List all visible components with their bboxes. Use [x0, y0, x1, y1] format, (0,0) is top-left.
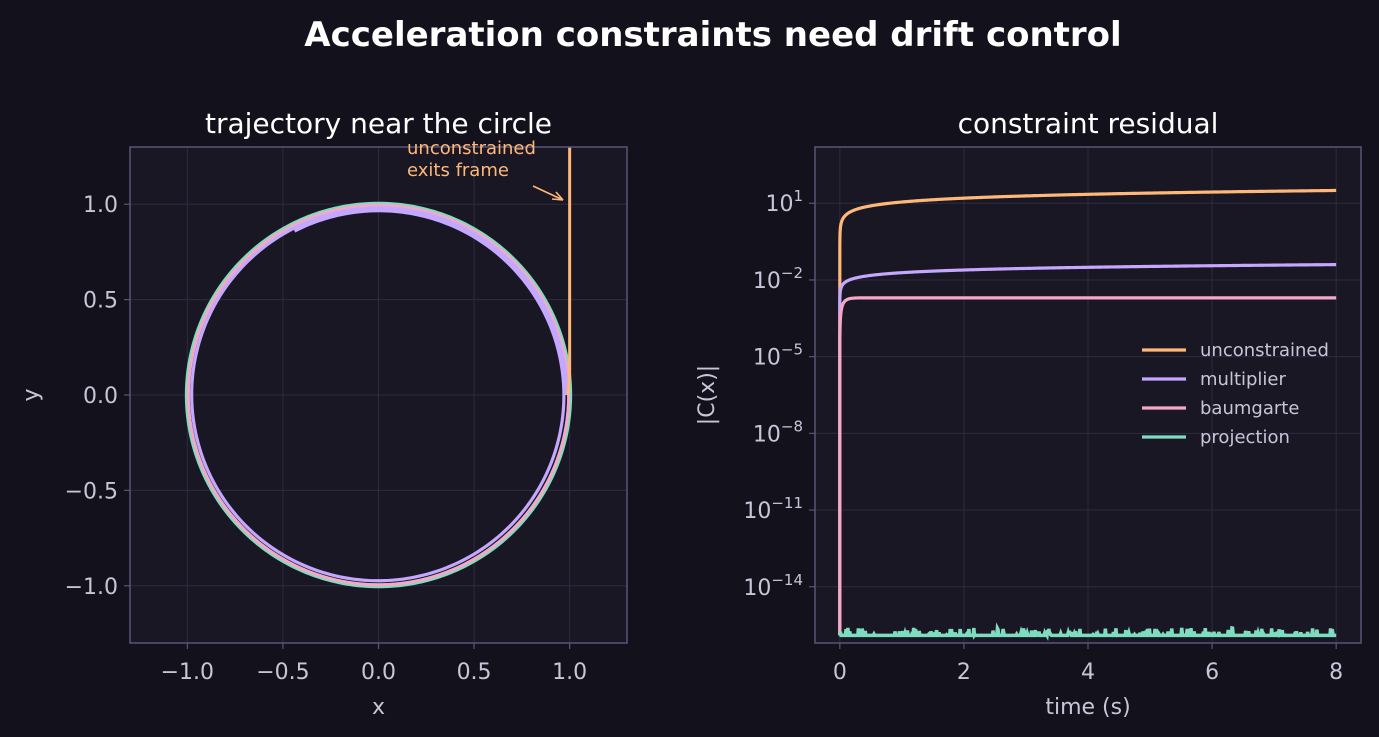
exit-annotation: unconstrained exits frame — [407, 138, 564, 201]
x-tick-label: 4 — [1081, 660, 1095, 685]
trajectory-series — [184, 147, 573, 589]
residual-title: constraint residual — [958, 107, 1219, 140]
trajectory-chart: −1.0 −0.5 0.0 0.5 1.0 −1.0 −0.5 0.0 0.5 1.0 traje… — [19, 107, 628, 720]
y-tick-label: 0.5 — [83, 289, 118, 314]
figure-title: Acceleration constraints need drift cont… — [304, 15, 1121, 55]
y-tick-label: −1.0 — [65, 575, 118, 600]
x-tick-label: 0.5 — [457, 660, 492, 685]
annotation-line-2: exits frame — [407, 160, 509, 181]
annotation-arrow-shaft — [532, 185, 564, 201]
annotation-arrowhead — [551, 191, 564, 201]
y-tick-label: 10−14 — [743, 571, 803, 601]
y-tick-label: 101 — [765, 187, 803, 217]
x-tick-label: 0 — [833, 660, 847, 685]
baumgarte-residual-line — [838, 296, 1337, 636]
residual-chart: 0 2 4 6 8 101 10−2 10−5 10−8 10−11 10−14 constrain… — [695, 107, 1362, 720]
trajectory-ticks: −1.0 −0.5 0.0 0.5 1.0 −1.0 −0.5 0.0 0.5 1.0 — [65, 193, 588, 685]
multiplier-trajectory — [190, 206, 569, 583]
y-tick-label: 1.0 — [83, 193, 118, 218]
residual-legend: unconstrained multiplier baumgarte projecti… — [1142, 340, 1329, 448]
y-tick-label: 10−5 — [753, 341, 803, 371]
residual-y-label: |C(x)| — [695, 365, 720, 425]
y-tick-label: 0.0 — [83, 384, 118, 409]
y-tick-label: 10−8 — [753, 417, 803, 447]
multiplier-residual-line — [838, 263, 1337, 636]
unconstrained-trajectory — [566, 147, 572, 396]
legend-label-multiplier: multiplier — [1200, 369, 1287, 390]
unconstrained-residual-line — [838, 188, 1337, 636]
legend-label-baumgarte: baumgarte — [1200, 398, 1299, 419]
x-tick-label: 6 — [1205, 660, 1219, 685]
residual-ticks: 0 2 4 6 8 101 10−2 10−5 10−8 10−11 10−14 — [743, 187, 1343, 685]
x-tick-label: 2 — [957, 660, 971, 685]
x-tick-label: −0.5 — [256, 660, 309, 685]
legend-label-projection: projection — [1200, 427, 1290, 448]
y-tick-label: 10−11 — [743, 494, 803, 524]
annotation-line-1: unconstrained — [407, 138, 536, 159]
residual-series — [838, 188, 1337, 642]
x-tick-label: 0.0 — [361, 660, 396, 685]
baumgarte-trajectory — [186, 203, 571, 587]
legend-label-unconstrained: unconstrained — [1200, 340, 1329, 361]
x-tick-label: −1.0 — [161, 660, 214, 685]
x-tick-label: 8 — [1329, 660, 1343, 685]
trajectory-title: trajectory near the circle — [205, 107, 552, 140]
trajectory-y-label: y — [19, 388, 44, 401]
y-tick-label: 10−2 — [753, 264, 803, 294]
y-tick-label: −0.5 — [65, 479, 118, 504]
x-tick-label: 1.0 — [552, 660, 587, 685]
residual-x-label: time (s) — [1045, 695, 1130, 720]
projection-residual-line — [838, 622, 1337, 642]
trajectory-x-label: x — [372, 695, 385, 720]
